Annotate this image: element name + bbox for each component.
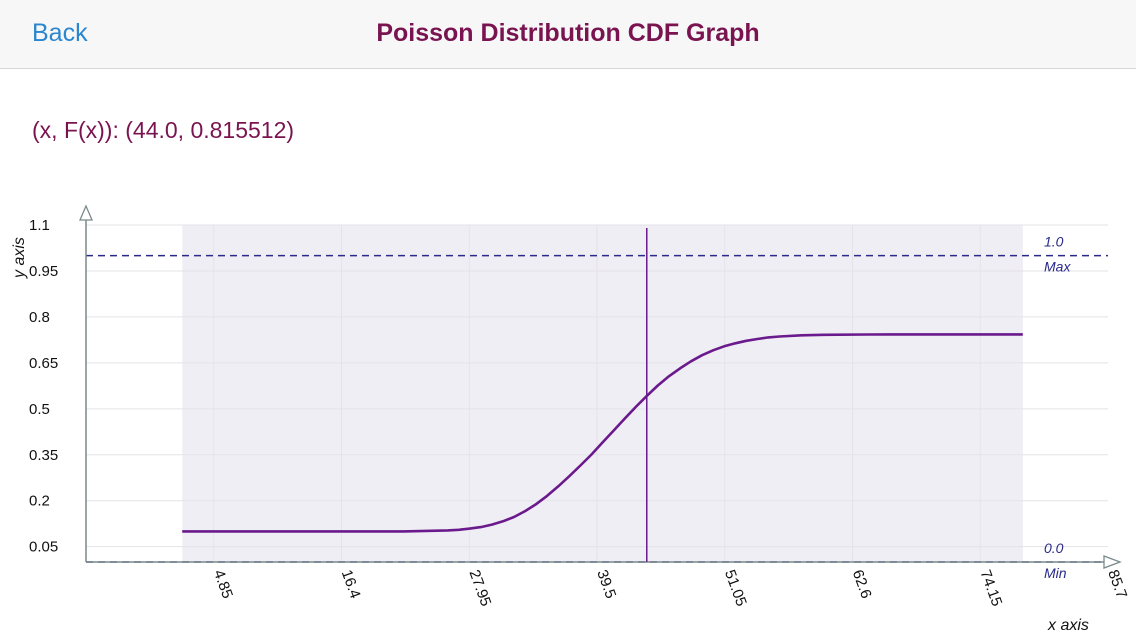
y-tick-label: 0.65 xyxy=(29,355,58,372)
x-tick-label: 27.95 xyxy=(465,568,494,609)
cdf-chart[interactable]: 1.0 Max 0.0 Min 0.05 0.2 0.35 0.5 0.65 0.8 0.95 1.1… xyxy=(0,190,1136,639)
y-tick-label: 0.2 xyxy=(29,493,50,510)
back-button[interactable]: Back xyxy=(32,19,88,47)
y-tick-label: 0.05 xyxy=(29,539,58,556)
y-axis-arrow-icon xyxy=(79,204,93,221)
x-tick-label: 62.6 xyxy=(849,568,875,601)
y-axis-title: y axis xyxy=(11,237,28,279)
x-tick-label: 4.85 xyxy=(210,568,236,601)
page-title: Poisson Distribution CDF Graph xyxy=(376,19,760,47)
reference-value-label: 0.0 xyxy=(1044,540,1064,556)
x-tick-label: 51.05 xyxy=(721,568,750,609)
plot-fill-region xyxy=(182,225,1023,562)
x-tick-label: 39.5 xyxy=(593,568,619,601)
cdf-curve-line xyxy=(182,333,1023,533)
reference-value-label: 1.0 xyxy=(1044,234,1064,250)
x-tick-label: 74.15 xyxy=(976,568,1005,609)
navigation-bar: Back Poisson Distribution CDF Graph xyxy=(0,0,1136,69)
x-tick-label: 16.4 xyxy=(338,568,364,601)
reference-name-label: Max xyxy=(1044,259,1071,275)
selected-point-readout: (x, F(x)): (44.0, 0.815512) xyxy=(32,117,295,143)
x-axis-arrow-icon xyxy=(1103,555,1122,569)
x-tick-label: 85.7 xyxy=(1104,568,1130,601)
y-tick-label: 0.95 xyxy=(29,263,58,280)
reference-name-label: Min xyxy=(1044,565,1067,581)
y-tick-label: 0.5 xyxy=(29,401,50,418)
y-tick-label: 1.1 xyxy=(29,217,50,234)
x-axis-title: x axis xyxy=(1047,617,1089,634)
y-tick-label: 0.35 xyxy=(29,447,58,464)
y-tick-label: 0.8 xyxy=(29,309,50,326)
